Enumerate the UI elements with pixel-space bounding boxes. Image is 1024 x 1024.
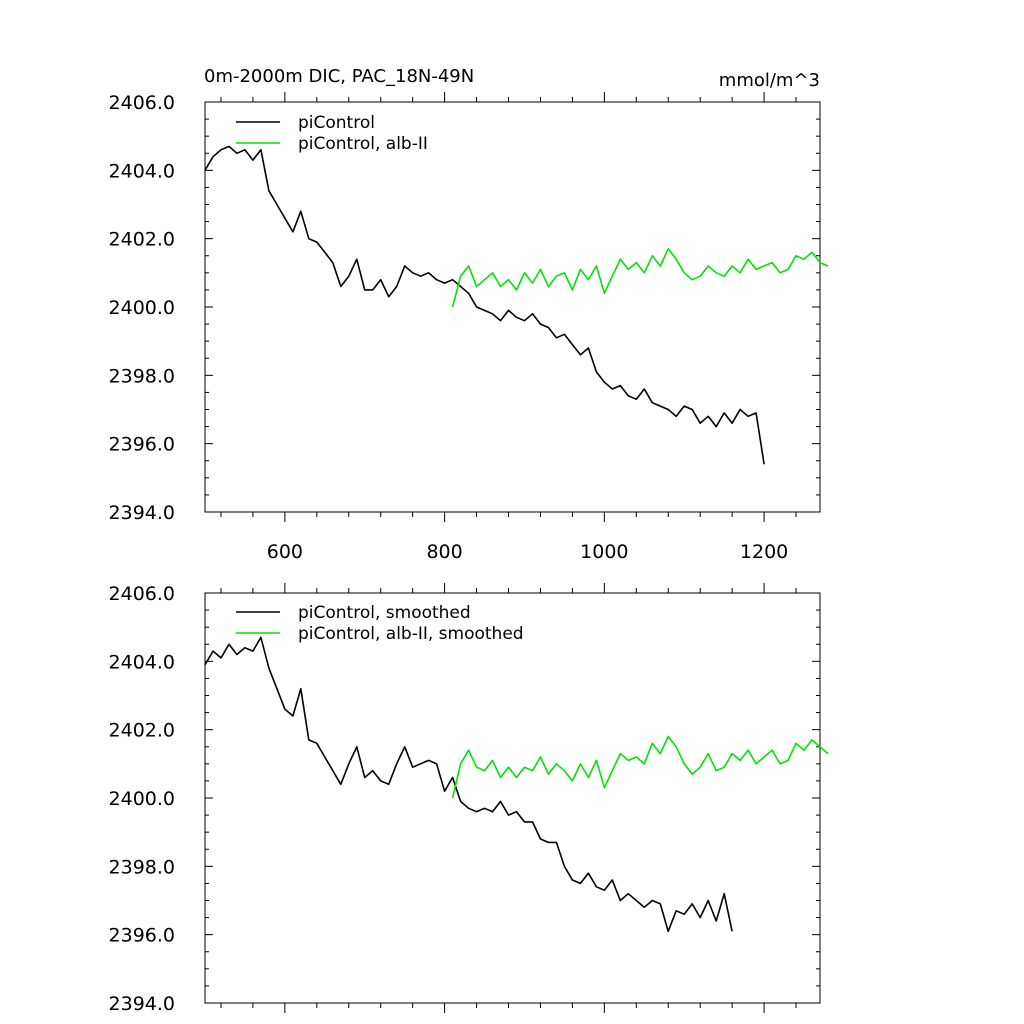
top-x-tick-label: 1200 — [740, 541, 788, 563]
top-axes: 2394.0 2396.0 2398.0 2400.0 2402.0 2404.0 2406… — [109, 92, 820, 563]
top-x-tick-label: 600 — [267, 541, 303, 563]
top-y-tick-label: 2400.0 — [109, 297, 175, 319]
top-chart-units: mmol/m^3 — [719, 70, 820, 91]
bottom-axes: 2394.0 2396.0 2398.0 2400.0 2402.0 2404.0 2406… — [109, 583, 820, 1015]
top-series-line-alb — [451, 248, 829, 308]
top-x-tick-label: 1000 — [580, 541, 628, 563]
bottom-series-line-picontrol — [204, 636, 733, 933]
top-plot-frame — [204, 101, 821, 513]
top-y-tick-label: 2402.0 — [109, 229, 175, 251]
bottom-y-tick-label: 2400.0 — [109, 788, 175, 810]
bottom-y-tick-label: 2406.0 — [109, 583, 175, 605]
bottom-legend-label-picontrol: piControl, smoothed — [298, 603, 471, 623]
top-legend-label-picontrol: piControl — [298, 113, 375, 133]
top-y-tick-label: 2406.0 — [109, 92, 175, 114]
bottom-y-tick-label: 2396.0 — [109, 925, 175, 947]
bottom-series-line-alb — [451, 735, 829, 799]
bottom-y-tick-label: 2398.0 — [109, 856, 175, 878]
top-legend: piControl piControl, alb-II — [236, 113, 428, 154]
top-series-line-picontrol — [204, 145, 765, 465]
top-x-tick-label: 800 — [426, 541, 462, 563]
top-y-tick-label: 2394.0 — [109, 502, 175, 524]
top-series-group — [204, 145, 829, 465]
top-y-tick-label: 2396.0 — [109, 434, 175, 456]
top-chart: 0m-2000m DIC, PAC_18N-49N mmol/m^3 2394.… — [109, 66, 829, 563]
bottom-legend-label-alb: piControl, alb-II, smoothed — [298, 624, 524, 644]
bottom-y-tick-label: 2394.0 — [109, 993, 175, 1015]
top-chart-title: 0m-2000m DIC, PAC_18N-49N — [204, 66, 474, 87]
bottom-plot-frame — [204, 592, 821, 1004]
bottom-y-tick-label: 2404.0 — [109, 651, 175, 673]
bottom-legend: piControl, smoothed piControl, alb-II, s… — [236, 603, 524, 644]
top-y-tick-label: 2404.0 — [109, 160, 175, 182]
bottom-chart: 2394.0 2396.0 2398.0 2400.0 2402.0 2404.0 2406… — [109, 583, 829, 1015]
bottom-series-group — [204, 636, 829, 933]
top-legend-label-alb: piControl, alb-II — [298, 134, 428, 154]
bottom-y-tick-label: 2402.0 — [109, 720, 175, 742]
top-y-tick-label: 2398.0 — [109, 365, 175, 387]
